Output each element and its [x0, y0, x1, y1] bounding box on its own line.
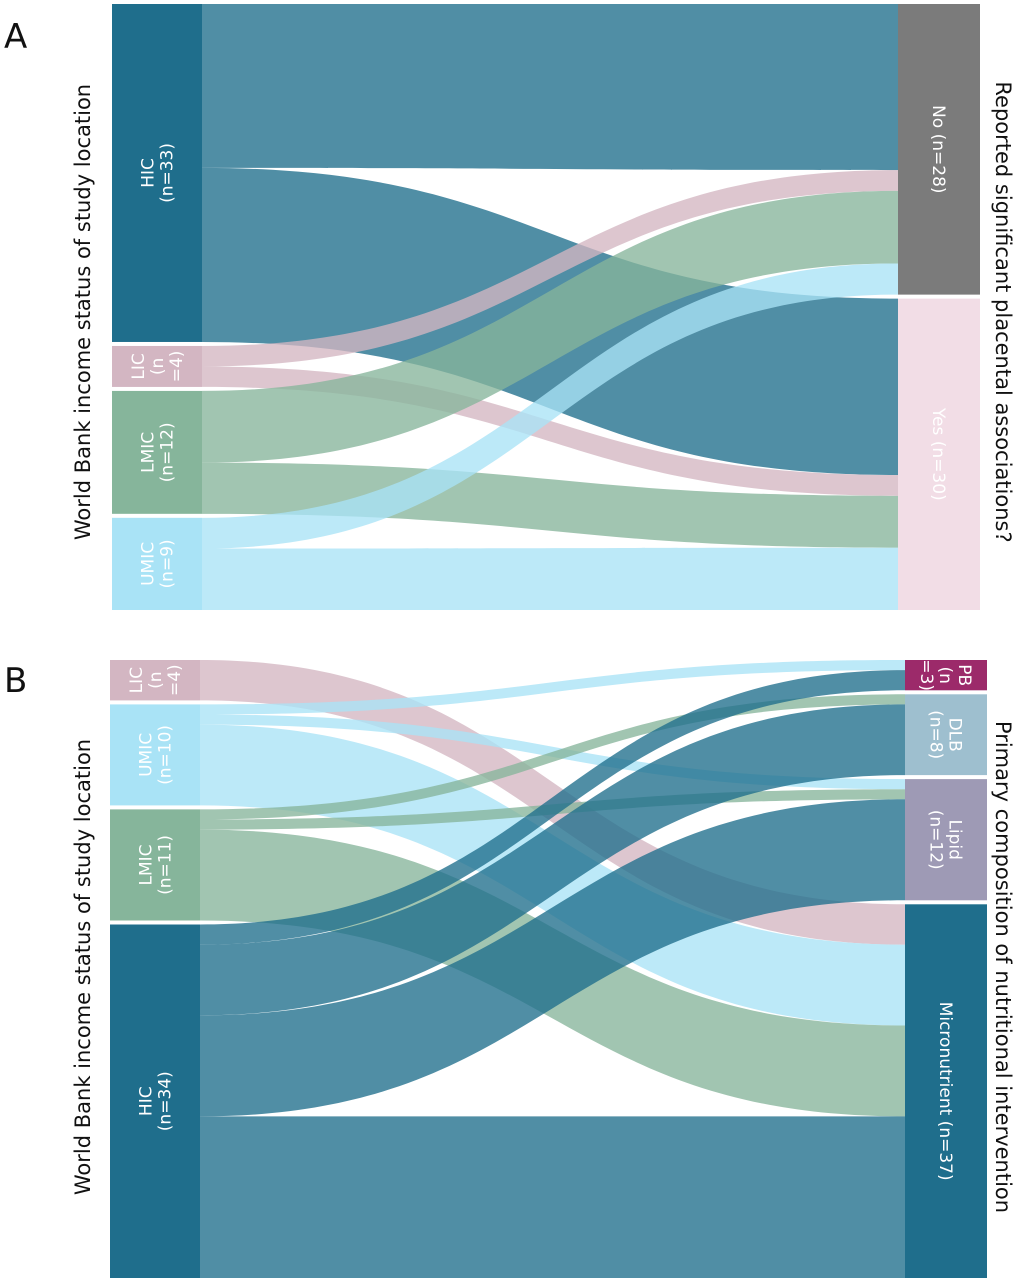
panel-a-node-hic-label: HIC(n=33)	[139, 143, 178, 203]
panel-a-node-no-bar	[898, 4, 980, 295]
panel-a-link-lic-to-no	[202, 170, 898, 367]
panel-a-link-lmic-to-yes	[202, 462, 898, 548]
panel-a-nodes: HIC(n=33) LIC(n=4) LMIC(n=12) UMIC(n=9) No (…	[112, 4, 980, 610]
panel-a-node-lic-bar	[112, 345, 202, 387]
panel-b-node-micronutrient-bar	[905, 904, 987, 1278]
panel-b-node-lipid: Lipid(n=12)	[905, 779, 987, 901]
panel-b-node-umic-label: UMIC(n=10)	[137, 725, 176, 785]
panel-b-target-axis-label: Primary composition of nutritional inter…	[991, 721, 1015, 1213]
panel-b-nodes: LIC(n=4) UMIC(n=10) LMIC(n=11) HIC(n=34) PB(…	[110, 659, 987, 1278]
panel-a-link-umic-to-no	[202, 263, 898, 549]
panel-b-node-hic-bar	[110, 924, 200, 1278]
panel-a-link-umic-to-yes	[202, 547, 898, 610]
panel-b-node-lic: LIC(n=4)	[110, 660, 200, 701]
panel-b-link-hic-to-lipid	[200, 799, 905, 1117]
panel-a-target-axis-label: Reported significant placental associati…	[991, 81, 1015, 542]
panel-b-link-umic-to-pb	[200, 660, 905, 715]
panel-a-links	[202, 4, 898, 610]
panel-b-node-pb: PB(n=3)	[905, 659, 987, 691]
panel-b-node-micronutrient: Micronutrient (n=37)	[905, 904, 987, 1278]
panel-b-node-lipid-bar	[905, 779, 987, 901]
panel-a-node-umic-bar	[112, 517, 202, 610]
panel-b-node-lic-label: LIC(n=4)	[127, 664, 185, 696]
panel-b-link-hic-to-dlb	[200, 704, 905, 1016]
panel-a-node-umic-label: UMIC(n=9)	[139, 539, 178, 588]
panel-a-node-lic: LIC(n=4)	[112, 345, 202, 387]
panel-a-node-hic: HIC(n=33)	[112, 4, 202, 342]
panel-b-link-hic-to-micronutrient	[200, 1116, 905, 1278]
panel-a-node-yes-label: Yes (n=30)	[928, 407, 948, 501]
panel-b-node-hic-label: HIC(n=34)	[137, 1071, 176, 1131]
panel-b-node-pb-label: PB(n=3)	[916, 659, 974, 691]
panel-b-node-umic-bar	[110, 704, 200, 806]
panel-b-letter: B	[4, 661, 27, 701]
panel-b-link-lmic-to-dlb	[200, 694, 905, 820]
panel-a-node-lmic-bar	[112, 390, 202, 514]
panel-a-node-no: No (n=28)	[898, 4, 980, 295]
panel-a-link-lmic-to-no	[202, 190, 898, 463]
panel-b-node-hic: HIC(n=34)	[110, 924, 200, 1278]
panel-b-link-hic-to-pb	[200, 670, 905, 945]
panel-a-node-lmic-label: LMIC(n=12)	[139, 422, 178, 482]
panel-b-source-axis-label: World Bank income status of study locati…	[71, 739, 95, 1195]
panel-a-source-axis-label: World Bank income status of study locati…	[71, 84, 95, 540]
panel-b-node-lmic-label: LMIC(n=11)	[137, 835, 176, 895]
panel-b-node-lmic: LMIC(n=11)	[110, 809, 200, 921]
panel-a-node-lic-label: LIC(n=4)	[129, 351, 187, 383]
panel-b-node-dlb-label: DLB(n=8)	[926, 710, 965, 759]
panel-a-node-umic: UMIC(n=9)	[112, 517, 202, 610]
panel-a: A HIC(n=33) LIC(n=4) LMIC(n=12) UMIC(n=9) No…	[4, 4, 1015, 610]
panel-b-node-umic: UMIC(n=10)	[110, 704, 200, 806]
panel-b-node-lic-bar	[110, 660, 200, 701]
panel-b-node-lipid-label: Lipid(n=12)	[926, 810, 965, 870]
panel-b-node-dlb: DLB(n=8)	[905, 694, 987, 776]
panel-a-node-yes-bar	[898, 298, 980, 610]
panel-b-node-lmic-bar	[110, 809, 200, 921]
panel-a-letter: A	[4, 17, 27, 57]
panel-a-link-lic-to-yes	[202, 366, 898, 496]
panel-b-node-pb-bar	[905, 660, 987, 691]
panel-b-link-umic-to-lipid	[200, 714, 905, 790]
panel-a-node-no-label: No (n=28)	[928, 105, 948, 193]
panel-a-link-hic-to-no	[202, 4, 898, 171]
panel-b: B LIC(n=4) UMIC(n=10) LMIC(n=11) HIC(n=34) P…	[4, 659, 1015, 1278]
panel-a-node-hic-bar	[112, 4, 202, 342]
panel-b-links	[200, 660, 905, 1278]
panel-a-node-yes: Yes (n=30)	[898, 298, 980, 610]
panel-b-node-dlb-bar	[905, 694, 987, 776]
panel-b-node-micronutrient-label: Micronutrient (n=37)	[935, 1002, 955, 1181]
panel-a-node-lmic: LMIC(n=12)	[112, 390, 202, 514]
